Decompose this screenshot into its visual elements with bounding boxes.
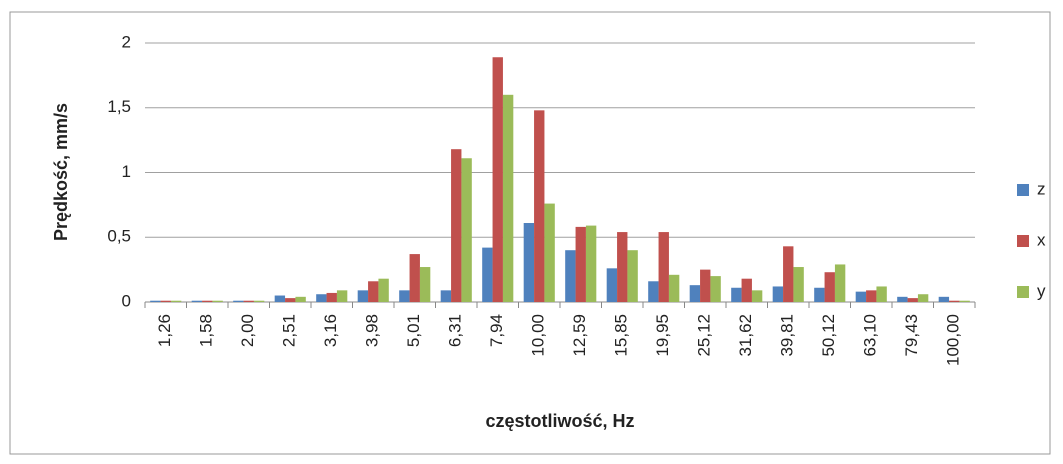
bar [243, 300, 254, 302]
bar [783, 246, 794, 302]
bar [399, 290, 410, 302]
x-tick-label: 2,00 [238, 314, 257, 347]
bar [938, 296, 950, 302]
legend-label: y [1037, 281, 1046, 300]
y-tick-label: 1,5 [107, 97, 131, 116]
bar [461, 158, 472, 302]
bar [285, 298, 296, 302]
bar [523, 223, 535, 302]
bar [606, 268, 618, 302]
x-tick-label: 5,01 [404, 314, 423, 347]
bar [917, 294, 929, 302]
y-tick-label: 2 [122, 32, 131, 51]
bar [866, 290, 877, 302]
bar [855, 291, 867, 302]
bar [326, 292, 337, 302]
bar [959, 300, 970, 302]
x-tick-label: 50,12 [819, 314, 838, 357]
legend-swatch [1017, 184, 1029, 196]
bar [202, 300, 213, 302]
bar [368, 281, 379, 302]
legend-label: x [1037, 230, 1046, 249]
x-tick-label: 2,51 [280, 314, 299, 347]
bar [534, 110, 545, 302]
bar [409, 254, 420, 302]
bar [668, 274, 680, 302]
bar [897, 296, 908, 302]
bar [253, 300, 265, 302]
bar [793, 267, 804, 302]
bar [824, 272, 835, 302]
bar [233, 300, 244, 302]
x-tick-label: 7,94 [487, 314, 506, 347]
x-axis-title: częstotliwość, Hz [485, 411, 634, 431]
bar [751, 290, 763, 302]
bar [150, 300, 161, 302]
bar [585, 225, 597, 302]
x-tick-label: 31,62 [736, 314, 755, 357]
bar [648, 281, 659, 302]
bar [492, 57, 503, 303]
y-tick-label: 0,5 [107, 227, 131, 246]
y-axis-title: Prędkość, mm/s [51, 103, 71, 241]
x-tick-label: 19,95 [653, 314, 672, 357]
y-tick-label: 1 [122, 162, 131, 181]
x-tick-label: 100,00 [944, 314, 963, 366]
x-tick-label: 10,00 [529, 314, 548, 357]
bar [565, 250, 576, 302]
bar [814, 287, 825, 302]
bar [482, 247, 493, 302]
x-tick-label: 79,43 [902, 314, 921, 357]
bar [731, 287, 742, 302]
x-tick-label: 25,12 [695, 314, 714, 357]
bar [907, 298, 918, 302]
x-tick-label: 15,85 [612, 314, 631, 357]
bar [316, 294, 327, 302]
legend-swatch [1017, 235, 1029, 247]
bar [772, 286, 784, 302]
bar [336, 290, 348, 302]
bar [949, 300, 960, 302]
bar [451, 149, 462, 302]
x-tick-label: 39,81 [778, 314, 797, 357]
bar [617, 232, 628, 302]
bar [544, 203, 555, 302]
bar [191, 300, 203, 302]
bar [170, 300, 182, 302]
bar [876, 286, 887, 302]
bar [378, 278, 389, 302]
bar [160, 300, 171, 302]
bar [502, 94, 514, 302]
x-tick-label: 1,58 [197, 314, 216, 347]
bar [419, 267, 431, 302]
bar [440, 290, 452, 302]
bar [710, 276, 721, 302]
bar [741, 278, 752, 302]
bar [834, 264, 846, 302]
bar [689, 285, 701, 302]
bar [700, 269, 711, 302]
bar [575, 226, 586, 302]
bar [627, 250, 638, 302]
x-tick-label: 6,31 [446, 314, 465, 347]
bar [274, 295, 286, 302]
bar [357, 290, 369, 302]
bar [658, 232, 669, 302]
bar [295, 296, 306, 302]
x-tick-label: 3,16 [321, 314, 340, 347]
legend-label: z [1037, 179, 1046, 198]
x-tick-label: 1,26 [155, 314, 174, 347]
legend-swatch [1017, 286, 1029, 298]
bar [212, 300, 223, 302]
x-tick-label: 3,98 [363, 314, 382, 347]
y-tick-label: 0 [122, 291, 131, 310]
x-tick-label: 12,59 [570, 314, 589, 357]
x-tick-label: 63,10 [861, 314, 880, 357]
